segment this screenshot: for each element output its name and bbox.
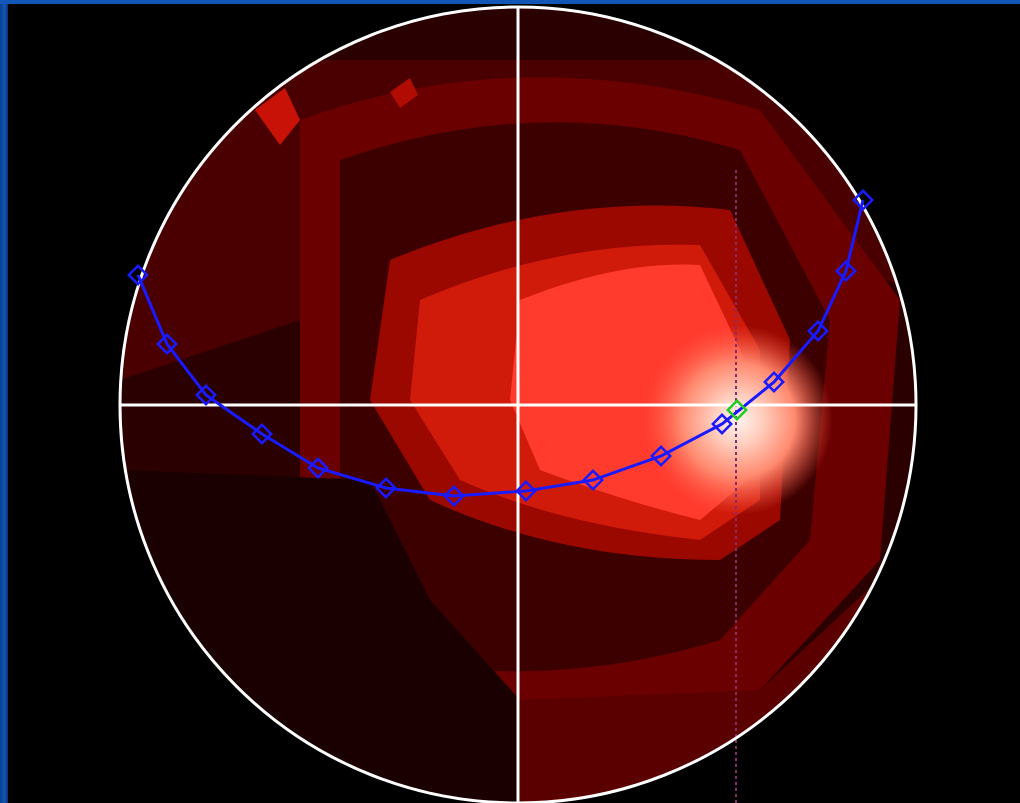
sun-hotspot xyxy=(643,325,833,515)
scene-light-patch xyxy=(390,78,418,108)
sun-path-marker[interactable] xyxy=(307,457,329,479)
sun-path-marker[interactable] xyxy=(582,469,604,491)
sun-path-marker[interactable] xyxy=(195,384,217,406)
sun-path-marker[interactable] xyxy=(763,371,785,393)
sun-path-marker[interactable] xyxy=(711,413,733,435)
sun-path-marker[interactable] xyxy=(807,320,829,342)
window-frame-left xyxy=(0,0,8,803)
sun-path-line xyxy=(136,199,865,498)
sun-current-position-marker[interactable] xyxy=(726,399,748,421)
sun-path-marker[interactable] xyxy=(251,423,273,445)
scene-light-patch xyxy=(255,88,300,145)
sun-path-marker[interactable] xyxy=(515,480,537,502)
sun-path-marker[interactable] xyxy=(835,260,857,282)
sun-path-marker[interactable] xyxy=(375,477,397,499)
sun-path-marker[interactable] xyxy=(127,264,149,286)
sun-path-marker[interactable] xyxy=(852,189,874,211)
window-frame-top xyxy=(0,0,1020,4)
sun-path xyxy=(127,189,874,507)
sun-path-marker[interactable] xyxy=(156,333,178,355)
sun-path-marker[interactable] xyxy=(650,445,672,467)
sun-path-marker[interactable] xyxy=(443,485,465,507)
